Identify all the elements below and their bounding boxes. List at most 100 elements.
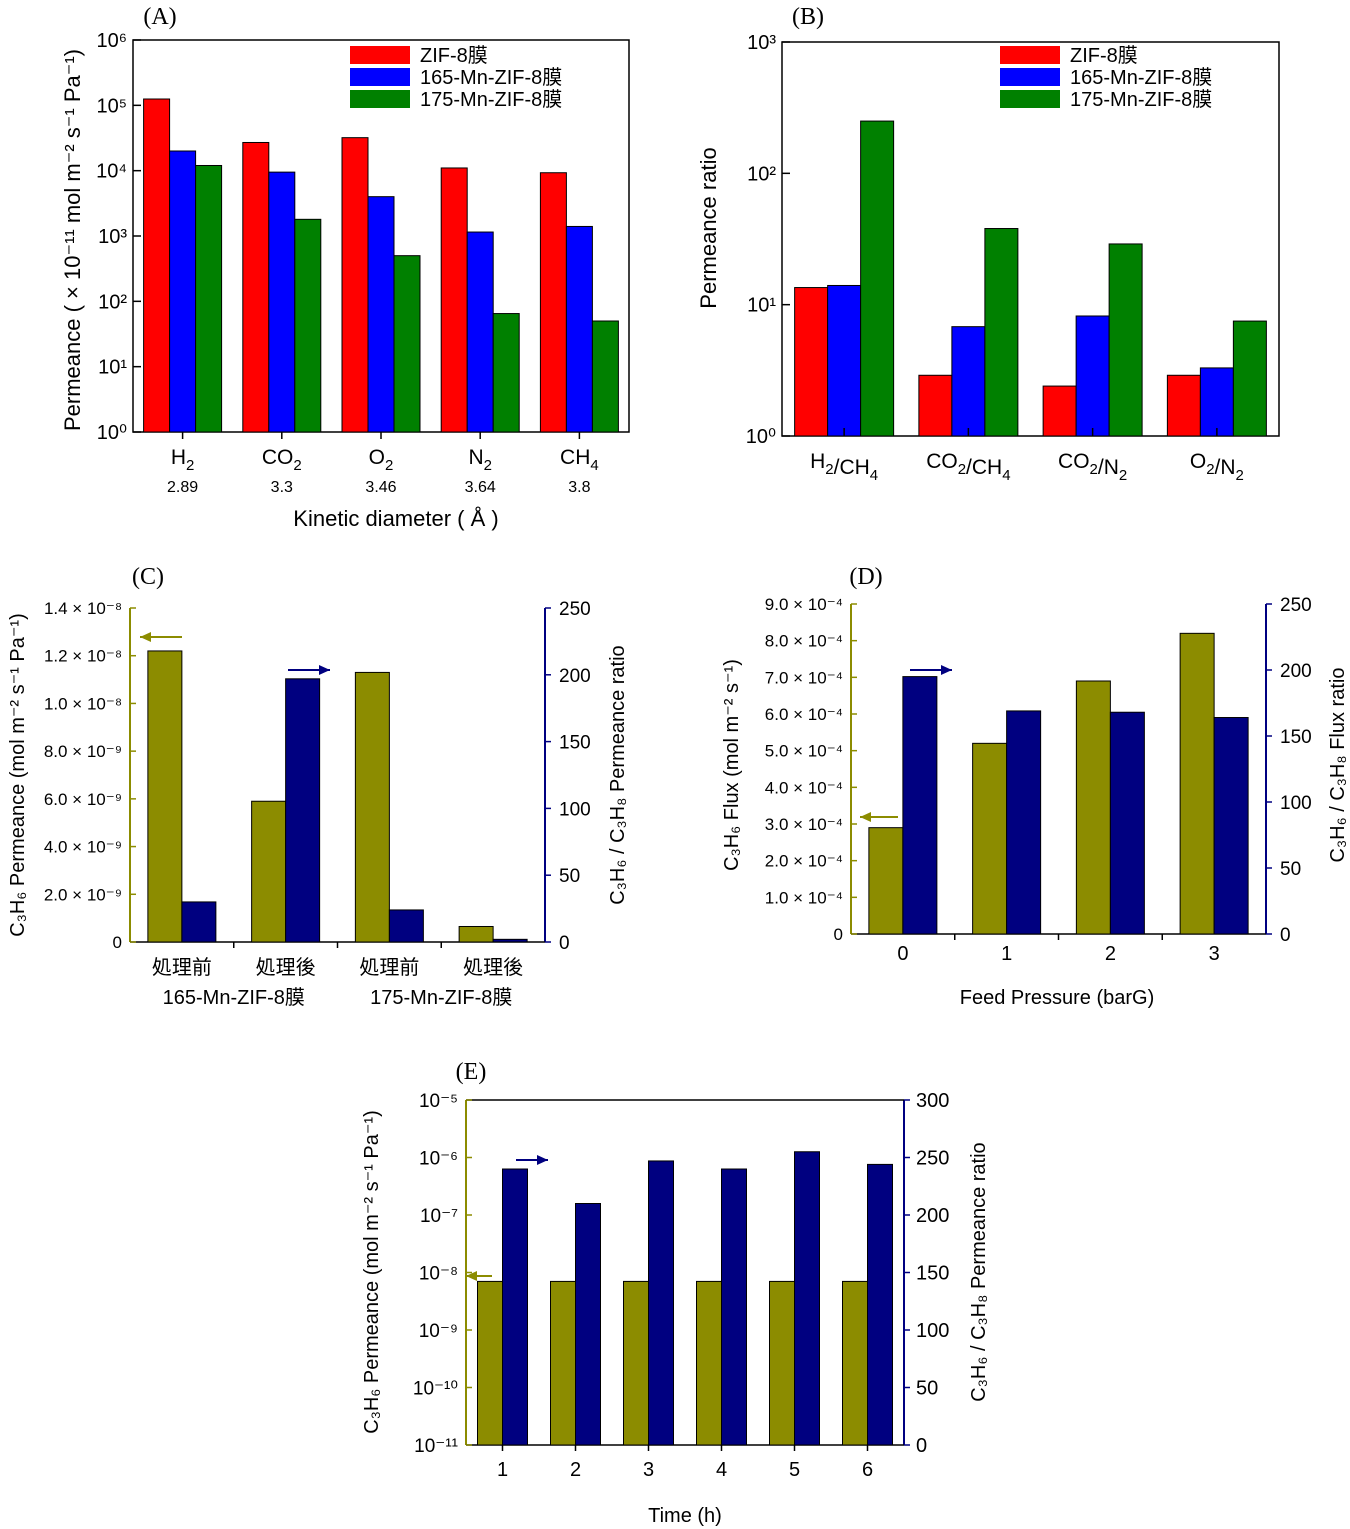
panel-b-bar: [1166, 374, 1201, 437]
panel-a-bar: [268, 171, 296, 433]
panel-e-ylabel-right: C₃H₆ / C₃H₈ Permeance ratio: [968, 1142, 990, 1401]
panel-a-legend-swatch: [350, 46, 410, 64]
panel-e-xlabel: Time (h): [648, 1505, 722, 1527]
panel-c-right-arrow: [288, 665, 330, 675]
panel-d-right-ytick-label: 50: [1280, 859, 1301, 880]
panel-b-legend-swatch: [1000, 68, 1060, 86]
panel-a-bar: [393, 255, 421, 433]
panel-d-xtick-label: 0: [897, 943, 908, 965]
panel-b-bar: [918, 374, 953, 437]
panel-d-right-ytick-label: 150: [1280, 727, 1312, 748]
panel-a-bar: [169, 150, 197, 433]
panel-c-xtick-label: 処理後: [463, 956, 523, 979]
panel-b-legend-swatch: [1000, 46, 1060, 64]
panel-c-group-label: 175-Mn-ZIF-8膜: [370, 986, 512, 1009]
panel-c-bar-permeance: [458, 925, 494, 943]
panel-e-label: (E): [456, 1059, 487, 1085]
panel-b-xtick-label: O2/N2: [1190, 450, 1244, 484]
panel-a-ytick-label: 10⁶: [97, 30, 127, 52]
panel-c-left-arrow: [140, 632, 182, 642]
panel-d-left-ytick-label: 5.0 × 10⁻⁴: [765, 742, 843, 761]
panel-c-xtick-label: 処理前: [152, 956, 212, 979]
panel-c-left-ytick-label: 8.0 × 10⁻⁹: [44, 742, 122, 761]
panel-c-right-ytick-label: 200: [559, 666, 591, 687]
panel-a-xtick-label: CH4: [560, 446, 599, 474]
panel-d-bar-flux: [1179, 632, 1215, 935]
panel-c-ylabel-right: C₃H₆ / C₃H₈ Permeance ratio: [607, 645, 629, 904]
panel-a-legend-label: 165-Mn-ZIF-8膜: [420, 66, 562, 89]
panel-a-bar: [565, 225, 593, 433]
panel-c-xtick-label: 処理前: [359, 956, 419, 979]
panel-d-ylabel-left: C₃H₆ Flux (mol m⁻² s⁻¹): [721, 659, 743, 871]
panel-a-diameter-label: 3.3: [271, 479, 293, 496]
panel-d-bar-flux: [1075, 680, 1111, 935]
panel-c-bar-permeance: [147, 650, 183, 943]
panel-d-left-ytick-label: 2.0 × 10⁻⁴: [765, 852, 843, 871]
panel-d-label: (D): [849, 564, 882, 590]
panel-e-bar-permeance: [769, 1280, 795, 1446]
panel-e-bar-permeance: [842, 1280, 868, 1446]
panel-b-bar: [1075, 315, 1110, 437]
panel-d-bar-flux: [868, 827, 904, 935]
panel-b-bar: [951, 326, 986, 437]
panel-e-left-ytick-label: 10⁻⁷: [420, 1206, 458, 1227]
panel-c-group-label: 165-Mn-ZIF-8膜: [163, 986, 305, 1009]
panel-c-left-ytick-label: 4.0 × 10⁻⁹: [44, 838, 122, 857]
panel-c-right-ytick-label: 0: [559, 933, 570, 954]
panel-b-legend-label: ZIF-8膜: [1070, 44, 1138, 67]
panel-b-ytick-label: 10³: [747, 32, 776, 54]
panel-b-ytick-label: 10²: [747, 163, 776, 185]
panel-c-bar-ratio: [492, 938, 528, 943]
panel-e-xtick-label: 6: [862, 1459, 873, 1481]
panel-a-bar: [591, 320, 619, 433]
panel-d: (D) 0 1.0 × 10⁻⁴ 2.0 × 10⁻⁴ 3.0 × 10⁻⁴ 4.0 × …: [721, 564, 1349, 1009]
panel-b-frame: [781, 41, 1280, 437]
panel-c: (C) 0 2.0 × 10⁻⁹ 4.0 × 10⁻⁹ 6.0 × 10⁻⁹ 8.0 × …: [7, 564, 629, 1009]
panel-b-bar: [1232, 320, 1267, 437]
panel-a-legend-label: ZIF-8膜: [420, 44, 488, 67]
panel-e-left-ytick-label: 10⁻¹¹: [414, 1436, 458, 1457]
panel-d-xlabel: Feed Pressure (barG): [960, 987, 1155, 1009]
panel-c-bar-ratio: [388, 909, 424, 943]
panel-a-xlabel: Kinetic diameter ( Å ): [293, 506, 498, 531]
panel-e-left-ytick-label: 10⁻⁶: [419, 1149, 458, 1170]
panel-e-right-ytick-label: 250: [916, 1148, 949, 1170]
panel-a-diameter-label: 3.64: [465, 479, 496, 496]
panel-b-bar: [1199, 367, 1234, 437]
panel-e-left-ytick-label: 10⁻⁸: [419, 1264, 458, 1285]
panel-e-bar-ratio: [721, 1168, 747, 1446]
panel-c-right-ytick-label: 50: [559, 866, 580, 887]
panel-a-ylabel: Permeance ( × 10⁻¹¹ mol m⁻² s⁻¹ Pa⁻¹): [60, 49, 85, 431]
panel-e-bar-permeance: [550, 1280, 576, 1446]
panel-e-bar-ratio: [502, 1168, 528, 1446]
panel-b-xtick-label: CO2/CH4: [926, 450, 1010, 484]
panel-d-left-ytick-label: 3.0 × 10⁻⁴: [765, 815, 843, 834]
panel-c-bar-permeance: [251, 800, 287, 943]
panel-d-bar-ratio: [1006, 710, 1042, 935]
panel-e-right-ytick-label: 300: [916, 1090, 949, 1112]
panel-a-ytick-label: 10⁴: [96, 161, 127, 183]
panel-c-left-ytick-label: 1.2 × 10⁻⁸: [44, 647, 122, 666]
panel-d-left-ytick-label: 6.0 × 10⁻⁴: [765, 705, 843, 724]
panel-d-bar-ratio: [1109, 711, 1145, 935]
panel-e-bar-permeance: [623, 1280, 649, 1446]
panel-b-bar: [827, 284, 862, 437]
panel-e-right-ytick-label: 50: [916, 1378, 938, 1400]
panel-d-right-ytick-label: 0: [1280, 925, 1291, 946]
panel-e-left-ytick-label: 10⁻¹⁰: [413, 1379, 458, 1400]
panel-b-bar: [860, 120, 895, 437]
panel-c-bar-permeance: [354, 671, 390, 943]
panel-d-xtick-label: 3: [1209, 943, 1220, 965]
panel-b-ytick-label: 10¹: [747, 295, 776, 317]
panel-e-right-ytick-label: 0: [916, 1435, 927, 1457]
panel-e-bar-ratio: [794, 1151, 820, 1446]
panel-c-right-ytick-label: 100: [559, 799, 591, 820]
panel-e-xtick-label: 1: [497, 1459, 508, 1481]
panel-a-bar: [466, 231, 494, 433]
panel-e-xtick-label: 2: [570, 1459, 581, 1481]
panel-b-ytick-label: 10⁰: [746, 426, 776, 448]
panel-d-right-arrow: [910, 665, 952, 675]
panel-b-xtick-label: CO2/N2: [1058, 450, 1127, 484]
panel-e-right-ytick-label: 200: [916, 1205, 949, 1227]
